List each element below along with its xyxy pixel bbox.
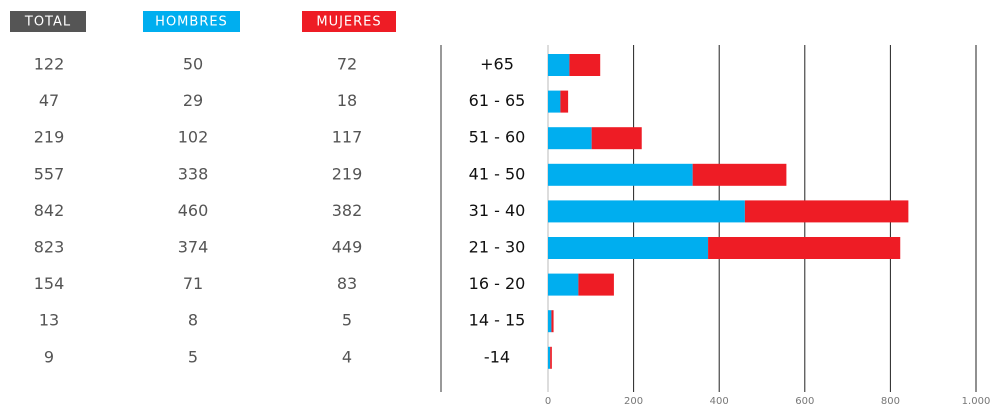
bar xyxy=(551,310,554,333)
category-label: +65 xyxy=(480,55,514,74)
bar xyxy=(744,200,909,223)
bar xyxy=(548,310,552,333)
header-box xyxy=(143,11,240,32)
category-label: 51 - 60 xyxy=(469,128,526,147)
series-value: 83 xyxy=(337,274,357,293)
category-label: 16 - 20 xyxy=(469,274,526,293)
header-box xyxy=(10,11,86,32)
total-value: 9 xyxy=(44,347,54,366)
series-value: 338 xyxy=(178,164,209,183)
series-value: 102 xyxy=(178,128,209,147)
bar xyxy=(560,90,569,113)
series-value: 50 xyxy=(183,55,203,74)
series-value: 117 xyxy=(332,128,363,147)
x-tick-label: 0 xyxy=(545,396,551,407)
total-value: 823 xyxy=(34,238,65,257)
x-tick-label: 400 xyxy=(710,396,729,407)
series-value: 382 xyxy=(332,201,363,220)
bar xyxy=(548,127,592,150)
total-value: 13 xyxy=(39,311,59,330)
header-label: MUJERES xyxy=(316,15,381,30)
series-value: 71 xyxy=(183,274,203,293)
header-box xyxy=(302,11,396,32)
x-tick-label: 600 xyxy=(795,396,814,407)
category-label: 21 - 30 xyxy=(469,238,526,257)
bar xyxy=(708,237,901,259)
total-value: 122 xyxy=(34,55,65,74)
header-label: HOMBRES xyxy=(155,15,228,30)
total-value: 47 xyxy=(39,91,59,110)
bar xyxy=(569,54,601,76)
bar xyxy=(591,127,642,150)
bar xyxy=(548,273,579,296)
x-tick-label: 200 xyxy=(624,396,643,407)
total-value: 557 xyxy=(34,164,65,183)
x-tick-label: 1.000 xyxy=(962,396,991,407)
series-value: 219 xyxy=(332,164,363,183)
series-value: 374 xyxy=(178,238,209,257)
category-label: 31 - 40 xyxy=(469,201,526,220)
total-value: 154 xyxy=(34,274,65,293)
series-value: 18 xyxy=(337,91,357,110)
series-value: 460 xyxy=(178,201,209,220)
series-value: 5 xyxy=(342,311,352,330)
category-label: -14 xyxy=(484,347,510,366)
bar xyxy=(692,163,787,186)
total-value: 842 xyxy=(34,201,65,220)
category-label: 14 - 15 xyxy=(469,311,526,330)
category-label: 61 - 65 xyxy=(469,91,526,110)
series-value: 5 xyxy=(188,347,198,366)
x-tick-label: 800 xyxy=(881,396,900,407)
total-value: 219 xyxy=(34,128,65,147)
header-label: TOTAL xyxy=(24,15,71,30)
series-value: 8 xyxy=(188,311,198,330)
bar xyxy=(550,346,552,369)
series-value: 72 xyxy=(337,55,357,74)
category-label: 41 - 50 xyxy=(469,164,526,183)
bar xyxy=(548,54,570,76)
bar xyxy=(548,237,709,259)
series-value: 449 xyxy=(332,238,363,257)
bar xyxy=(548,163,693,186)
bar xyxy=(578,273,614,296)
bar xyxy=(548,90,561,113)
bar xyxy=(548,200,745,223)
series-value: 29 xyxy=(183,91,203,110)
series-value: 4 xyxy=(342,347,352,366)
bar xyxy=(548,346,551,369)
